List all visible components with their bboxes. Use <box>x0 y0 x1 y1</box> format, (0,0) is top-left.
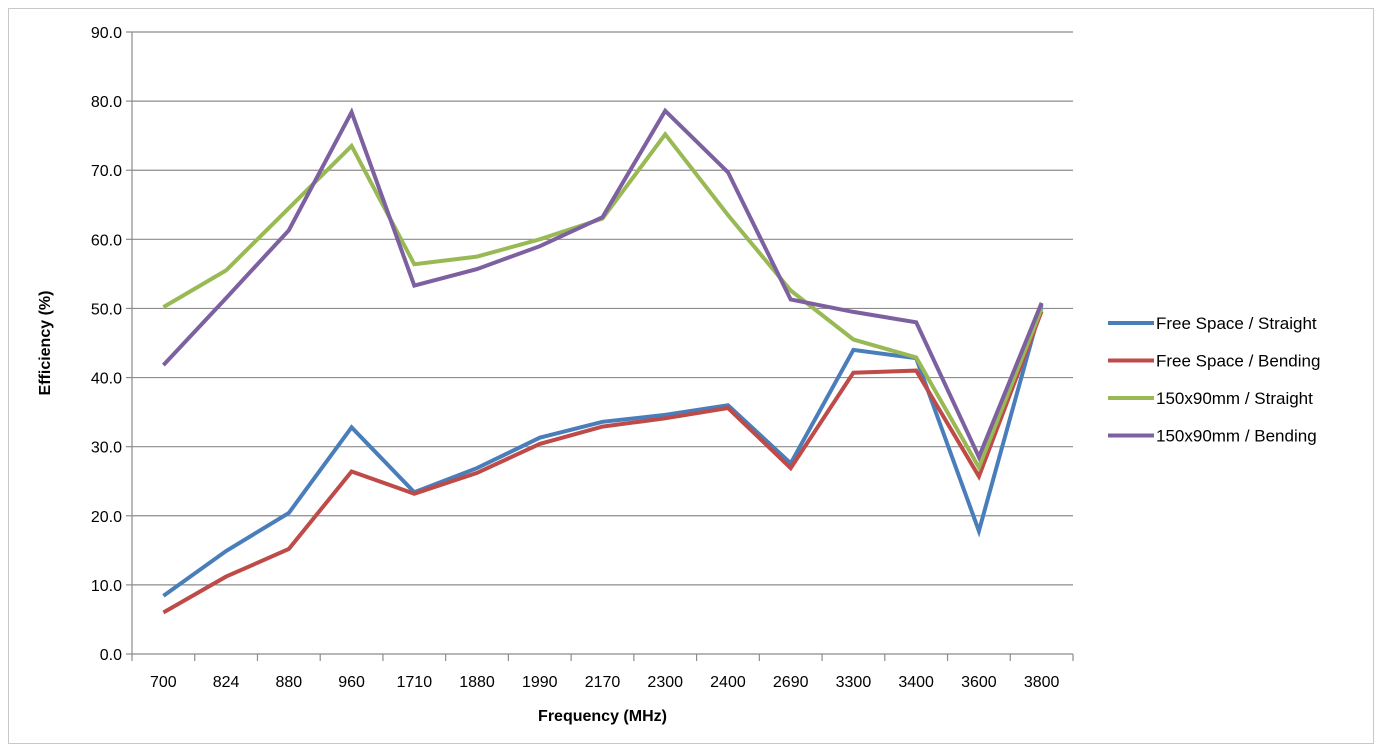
gridlines <box>132 31 1073 586</box>
y-tick-label: 90.0 <box>91 25 122 42</box>
legend-label: 150x90mm / Straight <box>1156 389 1313 408</box>
x-tick-label: 3300 <box>836 674 872 691</box>
x-tick-label: 2300 <box>647 674 683 691</box>
x-tick-label: 2170 <box>585 674 621 691</box>
legend-item: Free Space / Bending <box>1108 352 1320 371</box>
x-tick-label: 1880 <box>459 674 495 691</box>
series-line-4 <box>161 107 1044 463</box>
x-tick-label: 3400 <box>898 674 934 691</box>
x-tick-labels: 700 824 880 960 1710 1880 1990 2170 2300 2400 2690… <box>150 674 1060 691</box>
y-tick-label: 50.0 <box>91 301 122 318</box>
axes <box>126 31 1074 661</box>
legend-label: Free Space / Straight <box>1156 314 1317 333</box>
y-tick-label: 30.0 <box>91 440 122 457</box>
x-tick-label: 880 <box>275 674 302 691</box>
x-tick-label: 2400 <box>710 674 746 691</box>
legend-item: Free Space / Straight <box>1108 314 1317 333</box>
x-tick-label: 2690 <box>773 674 809 691</box>
series-line-2 <box>162 310 1044 615</box>
series-lines <box>161 107 1044 615</box>
y-tick-labels: 0.0 10.0 20.0 30.0 40.0 50.0 60.0 70.0 80.0 90.0 <box>91 25 122 664</box>
series-line-1 <box>162 303 1044 598</box>
y-tick-label: 20.0 <box>91 509 122 526</box>
x-tick-label: 1710 <box>397 674 433 691</box>
x-tick-label: 1990 <box>522 674 558 691</box>
legend-item: 150x90mm / Straight <box>1108 389 1313 408</box>
x-tick-label: 3600 <box>961 674 997 691</box>
y-tick-label: 10.0 <box>91 578 122 595</box>
x-tick-label: 700 <box>150 674 177 691</box>
y-axis-title: Efficiency (%) <box>37 291 54 396</box>
legend-item: 150x90mm / Bending <box>1108 427 1317 446</box>
y-tick-label: 80.0 <box>91 94 122 111</box>
x-tick-label: 3800 <box>1024 674 1060 691</box>
x-tick-label: 824 <box>213 674 240 691</box>
y-tick-label: 70.0 <box>91 163 122 180</box>
legend-label: 150x90mm / Bending <box>1156 427 1317 446</box>
y-tick-label: 40.0 <box>91 371 122 388</box>
x-tick-label: 960 <box>338 674 365 691</box>
y-tick-label: 60.0 <box>91 232 122 249</box>
legend-label: Free Space / Bending <box>1156 352 1320 371</box>
y-tick-label: 0.0 <box>100 647 122 664</box>
legend: Free Space / Straight Free Space / Bendin… <box>1108 314 1320 446</box>
series-line-3 <box>162 130 1044 473</box>
chart-frame <box>8 8 1374 744</box>
x-axis-title: Frequency (MHz) <box>538 708 667 725</box>
